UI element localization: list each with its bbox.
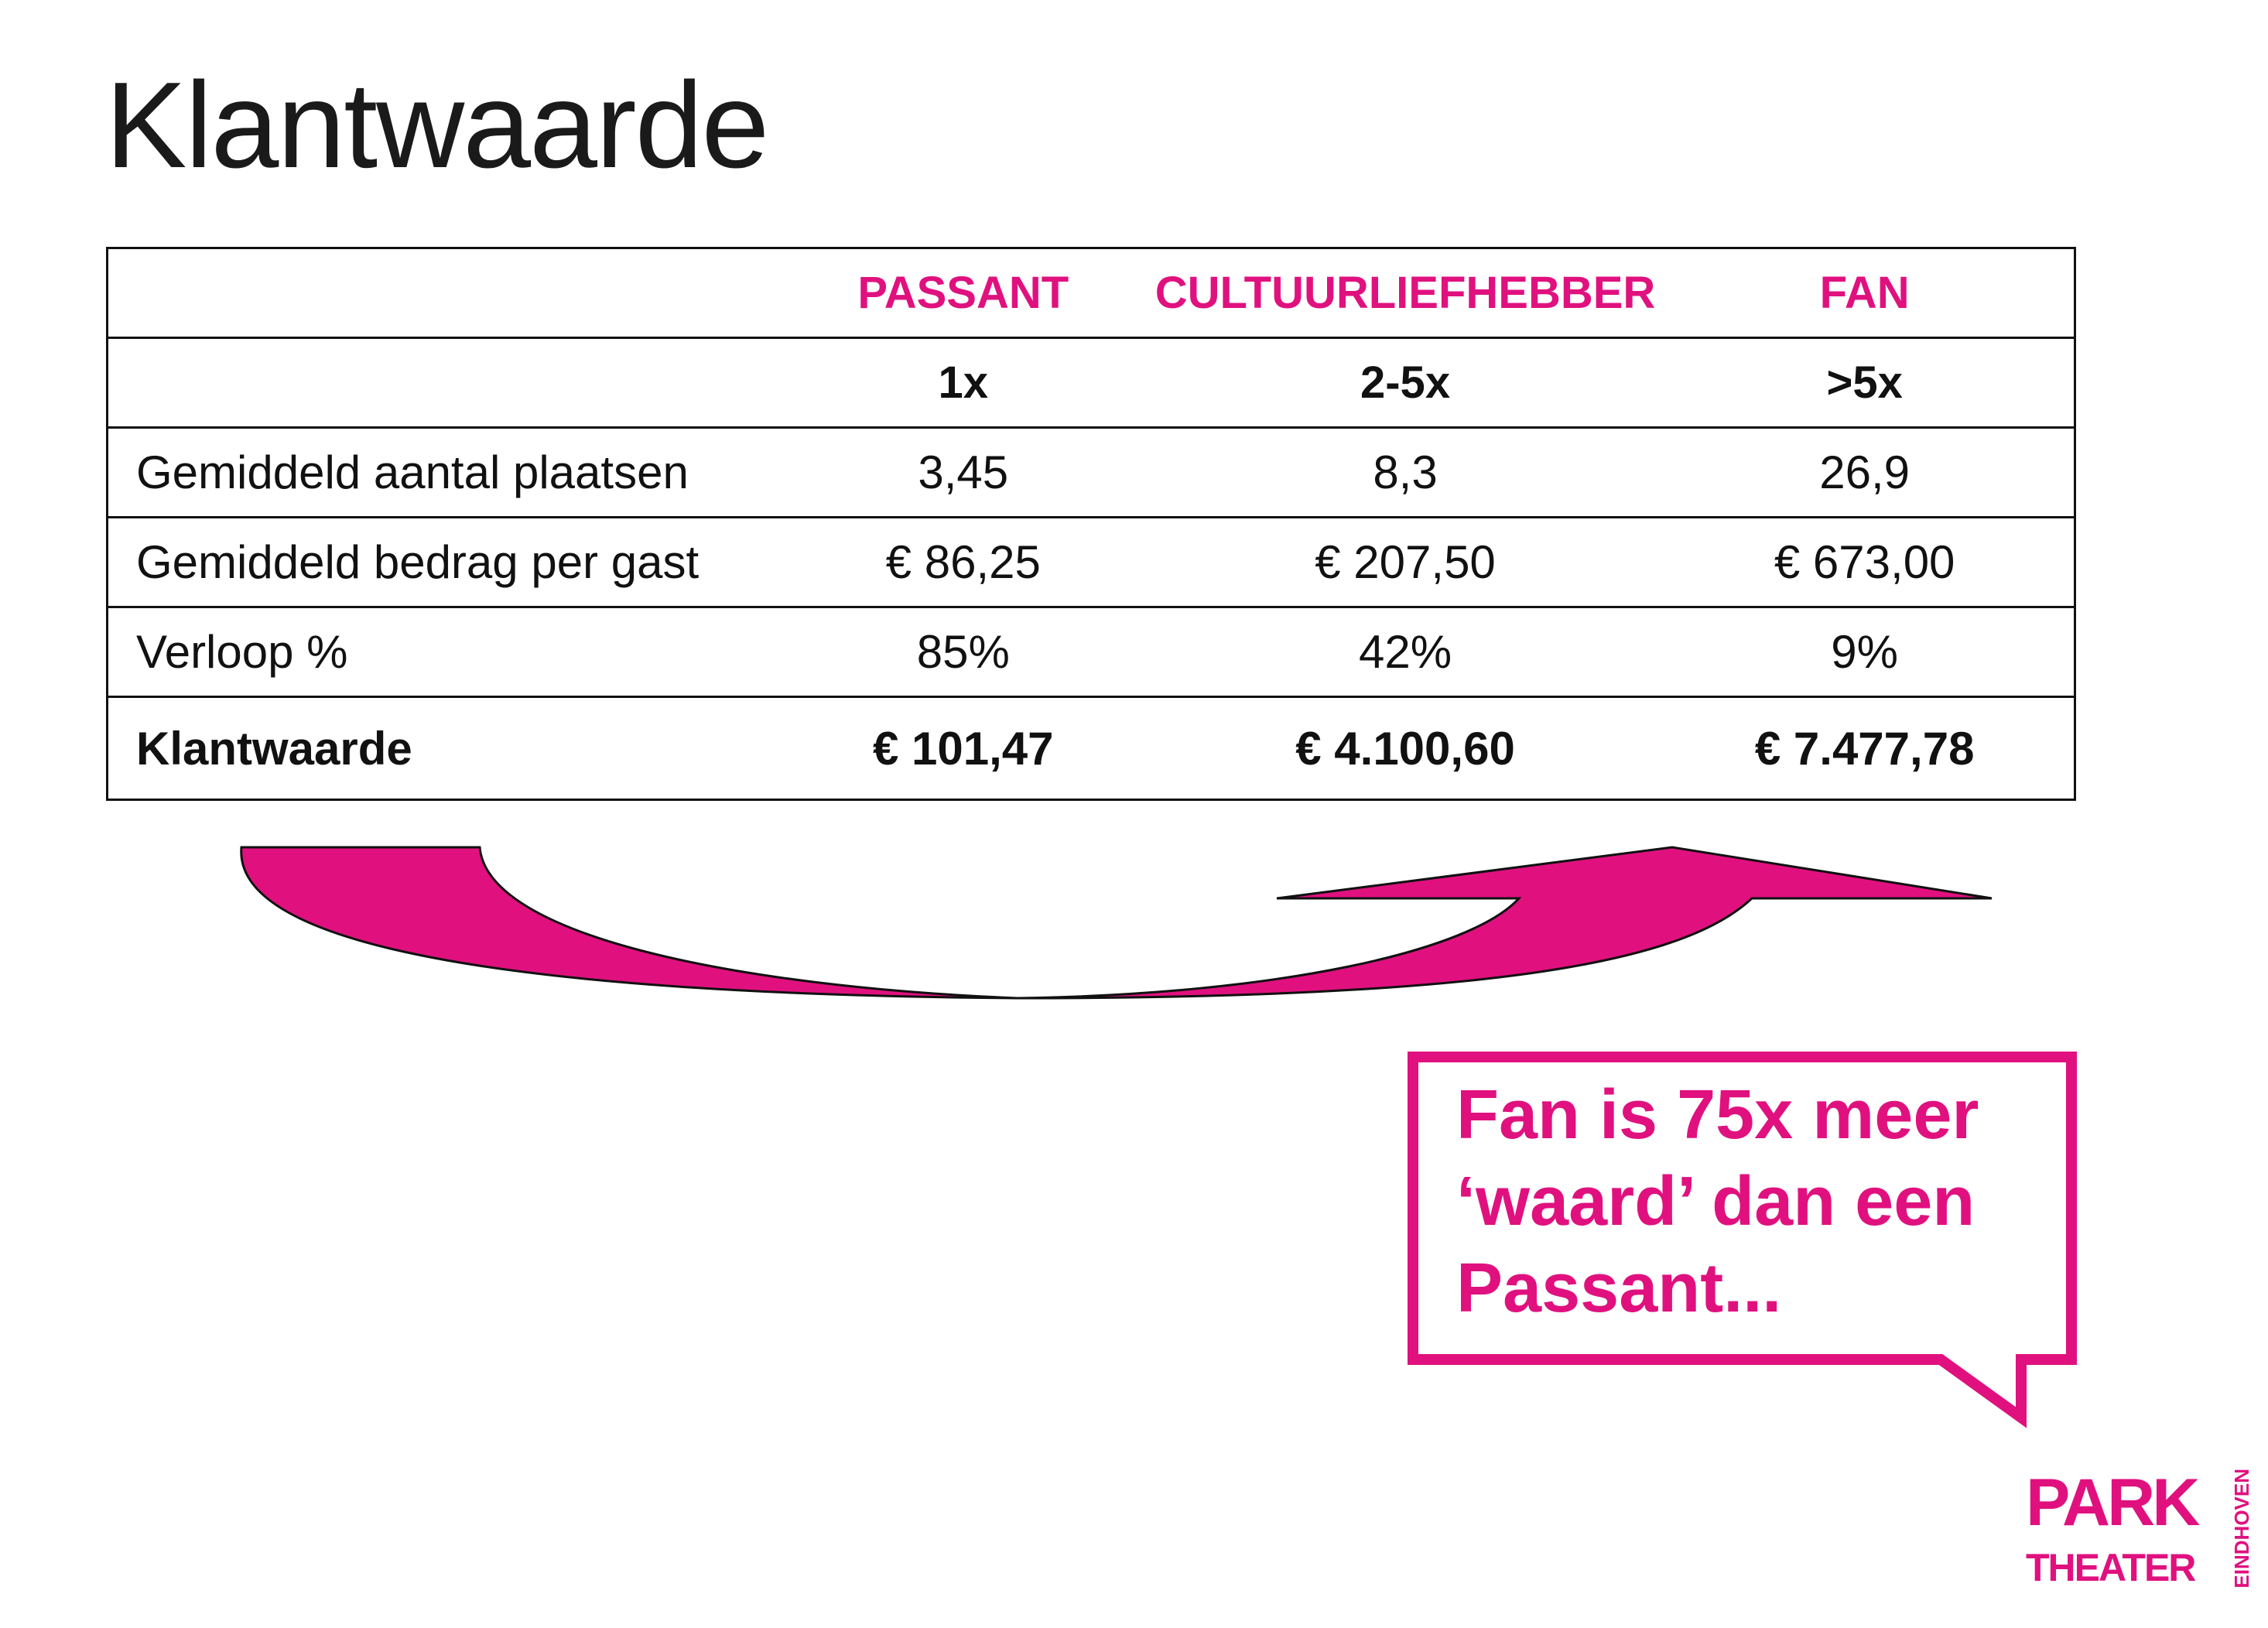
table-cell: 26,9: [1655, 426, 2075, 518]
header-passant: PASSANT: [857, 268, 1069, 318]
table-cell: 9%: [1655, 606, 2075, 697]
table-row: Gemiddeld bedrag per gast € 86,25 € 207,…: [107, 516, 2075, 607]
header-fan: FAN: [1819, 268, 1910, 318]
total-row: Klantwaarde € 101,47 € 4.100,60 € 7.477,…: [107, 696, 2075, 800]
frequency-cell: 2-5x: [1155, 337, 1656, 428]
frequency-cell: 1x: [771, 337, 1155, 428]
frequency-row: 1x 2-5x >5x: [107, 337, 2075, 428]
table-cell: 3,45: [771, 426, 1155, 518]
table-row: Gemiddeld aantal plaatsen 3,45 8,3 26,9: [107, 426, 2075, 518]
row-label: Gemiddeld aantal plaatsen: [107, 426, 771, 518]
park-theater-logo: PARK THEATER EINDHOVEN: [2026, 1467, 2266, 1622]
speech-bubble: [1408, 1052, 2077, 1428]
frequency-cell: >5x: [1655, 337, 2075, 428]
table-cell: € 673,00: [1655, 516, 2075, 607]
table-cell: € 4.100,60: [1155, 696, 1656, 800]
header-cultuurliefhebber: CULTUURLIEFHEBBER: [1155, 268, 1656, 318]
curved-arrow-icon: [240, 846, 1993, 1000]
table-cell: 42%: [1155, 606, 1656, 697]
table-cell: 85%: [771, 606, 1155, 697]
logo-park-text: PARK: [2026, 1466, 2200, 1540]
page-title: Klantwaarde: [105, 57, 769, 193]
arrow-left-band: [240, 846, 1018, 1000]
callout-text: Fan is 75x meer ‘waard’ dan een Passant.…: [1456, 1072, 1979, 1332]
callout-line: Fan is 75x meer: [1456, 1076, 1979, 1154]
row-label: Klantwaarde: [107, 696, 771, 800]
table-cell: € 207,50: [1155, 516, 1656, 607]
logo-theater-text: THEATER: [2026, 1546, 2196, 1589]
row-label: Verloop %: [107, 606, 771, 697]
logo-side-text: EINDHOVEN: [2230, 1469, 2253, 1589]
frequency-empty: [107, 337, 771, 428]
callout-line: Passant...: [1456, 1250, 1782, 1327]
callout-line: ‘waard’ dan een: [1456, 1163, 1976, 1240]
table-cell: € 101,47: [771, 696, 1155, 800]
table-cell: 8,3: [1155, 426, 1656, 518]
table-row: Verloop % 85% 42% 9%: [107, 606, 2075, 697]
arrow-right-band: [1017, 846, 1993, 1000]
table-cell: € 7.477,78: [1655, 696, 2075, 800]
row-label: Gemiddeld bedrag per gast: [107, 516, 771, 607]
table-header-row: PASSANT CULTUURLIEFHEBBER FAN: [108, 248, 2075, 338]
customer-value-table: PASSANT CULTUURLIEFHEBBER FAN 1x 2-5x >5…: [106, 247, 2076, 801]
table-cell: € 86,25: [771, 516, 1155, 607]
